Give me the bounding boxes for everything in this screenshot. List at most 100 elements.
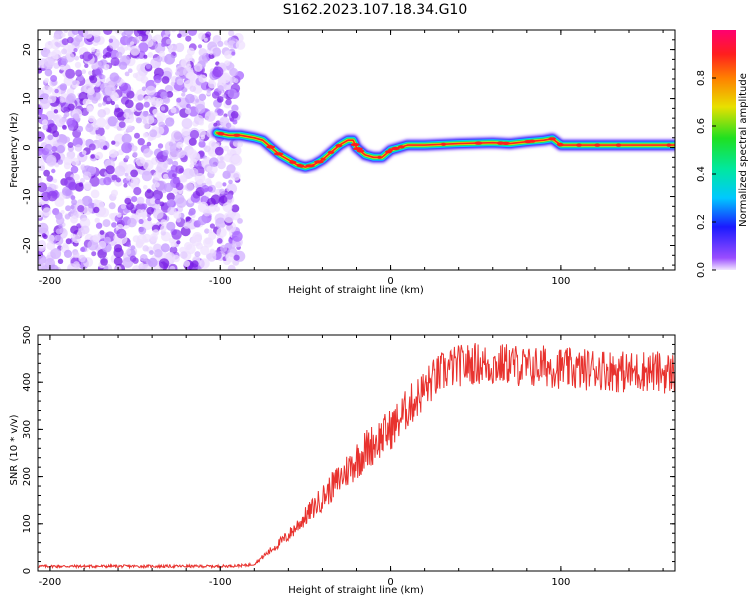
noise-dot	[64, 214, 71, 220]
noise-dot	[59, 83, 67, 91]
noise-dot	[130, 178, 139, 186]
ridge-hotspot	[391, 146, 400, 151]
ridge-hotspot	[353, 147, 363, 151]
noise-dot	[227, 88, 238, 99]
noise-dot	[154, 194, 161, 200]
ridge-hotspot	[548, 137, 556, 141]
noise-dot	[225, 122, 232, 129]
noise-dot	[206, 88, 211, 93]
noise-dot	[231, 204, 240, 213]
noise-dot	[228, 30, 235, 37]
noise-dot	[174, 193, 185, 205]
noise-dot	[61, 32, 66, 38]
noise-dot	[41, 119, 49, 126]
noise-dot	[60, 210, 65, 215]
noise-dot	[75, 34, 83, 43]
noise-dot	[103, 145, 108, 150]
noise-dot	[153, 67, 164, 78]
colorbar-gradient	[712, 30, 736, 270]
noise-dot	[205, 191, 211, 197]
noise-dot	[207, 252, 217, 262]
y-tick-label: -20	[22, 237, 33, 253]
noise-dot	[208, 53, 215, 59]
noise-dot	[44, 68, 53, 77]
noise-dot	[137, 30, 144, 34]
noise-dot	[88, 115, 95, 123]
noise-dot	[189, 129, 200, 140]
noise-dot	[41, 191, 51, 202]
noise-dot	[222, 94, 227, 99]
x-tick-label: -200	[39, 276, 62, 287]
noise-dot	[114, 104, 119, 109]
noise-dot	[171, 229, 182, 240]
noise-dot	[52, 130, 60, 138]
noise-dot	[38, 222, 49, 234]
ridge-hotspot	[299, 164, 305, 168]
noise-dot	[54, 234, 62, 242]
noise-dot	[67, 142, 74, 148]
noise-dot	[80, 178, 85, 183]
noise-dot	[116, 177, 121, 183]
noise-dot	[237, 218, 243, 224]
noise-dot	[65, 205, 72, 212]
noise-dot	[228, 179, 233, 185]
noise-dot	[143, 95, 152, 104]
noise-dot	[230, 111, 239, 119]
noise-dot	[211, 91, 220, 99]
noise-dot	[224, 50, 233, 59]
noise-dot	[198, 32, 206, 40]
noise-dot	[186, 103, 191, 109]
noise-dot	[175, 182, 184, 191]
noise-dot	[65, 68, 76, 79]
noise-dot	[134, 132, 140, 139]
noise-dot	[46, 154, 57, 166]
noise-dot	[98, 240, 107, 249]
noise-dot	[57, 258, 64, 264]
noise-dot	[186, 148, 197, 159]
noise-dot	[181, 92, 186, 97]
noise-dot	[156, 112, 166, 122]
noise-dot	[197, 201, 209, 213]
noise-dot	[165, 38, 172, 45]
y-tick-label: 0	[22, 144, 33, 150]
noise-dot	[151, 36, 158, 42]
noise-dot	[135, 117, 142, 124]
noise-dot	[38, 240, 47, 249]
noise-dot	[152, 108, 159, 116]
noise-dot	[67, 103, 75, 111]
noise-dot	[38, 67, 43, 74]
ridge-hotspot	[666, 143, 672, 147]
noise-dot	[180, 226, 191, 237]
noise-dot	[70, 225, 79, 234]
noise-dot	[231, 155, 243, 166]
noise-dot	[190, 235, 202, 247]
noise-dot	[94, 67, 103, 76]
noise-dot	[126, 202, 134, 211]
noise-dot	[116, 51, 123, 58]
noise-dot	[81, 69, 87, 74]
ridge-hotspot	[557, 143, 564, 147]
noise-dot	[88, 143, 96, 151]
noise-dot	[94, 217, 100, 223]
noise-dot	[203, 145, 211, 153]
noise-dot	[204, 228, 210, 234]
noise-dot	[53, 33, 60, 40]
noise-dot	[65, 95, 75, 105]
noise-dot	[185, 216, 191, 222]
noise-dot	[70, 195, 76, 201]
noise-dot	[113, 107, 124, 118]
noise-dot	[46, 175, 53, 182]
noise-dot	[132, 72, 138, 79]
y-tick-label: 10	[22, 92, 33, 105]
noise-dot	[58, 224, 63, 229]
y-tick-label: 0	[22, 568, 33, 574]
ridge-hotspot	[528, 139, 536, 143]
noise-dot	[190, 158, 197, 166]
noise-dot	[138, 263, 146, 270]
noise-dot	[149, 129, 158, 138]
noise-dot	[154, 198, 161, 205]
noise-dot	[38, 176, 43, 183]
colorbar-tick-label: 0.6	[696, 118, 707, 134]
noise-dot	[39, 98, 51, 110]
noise-dot	[170, 107, 177, 114]
